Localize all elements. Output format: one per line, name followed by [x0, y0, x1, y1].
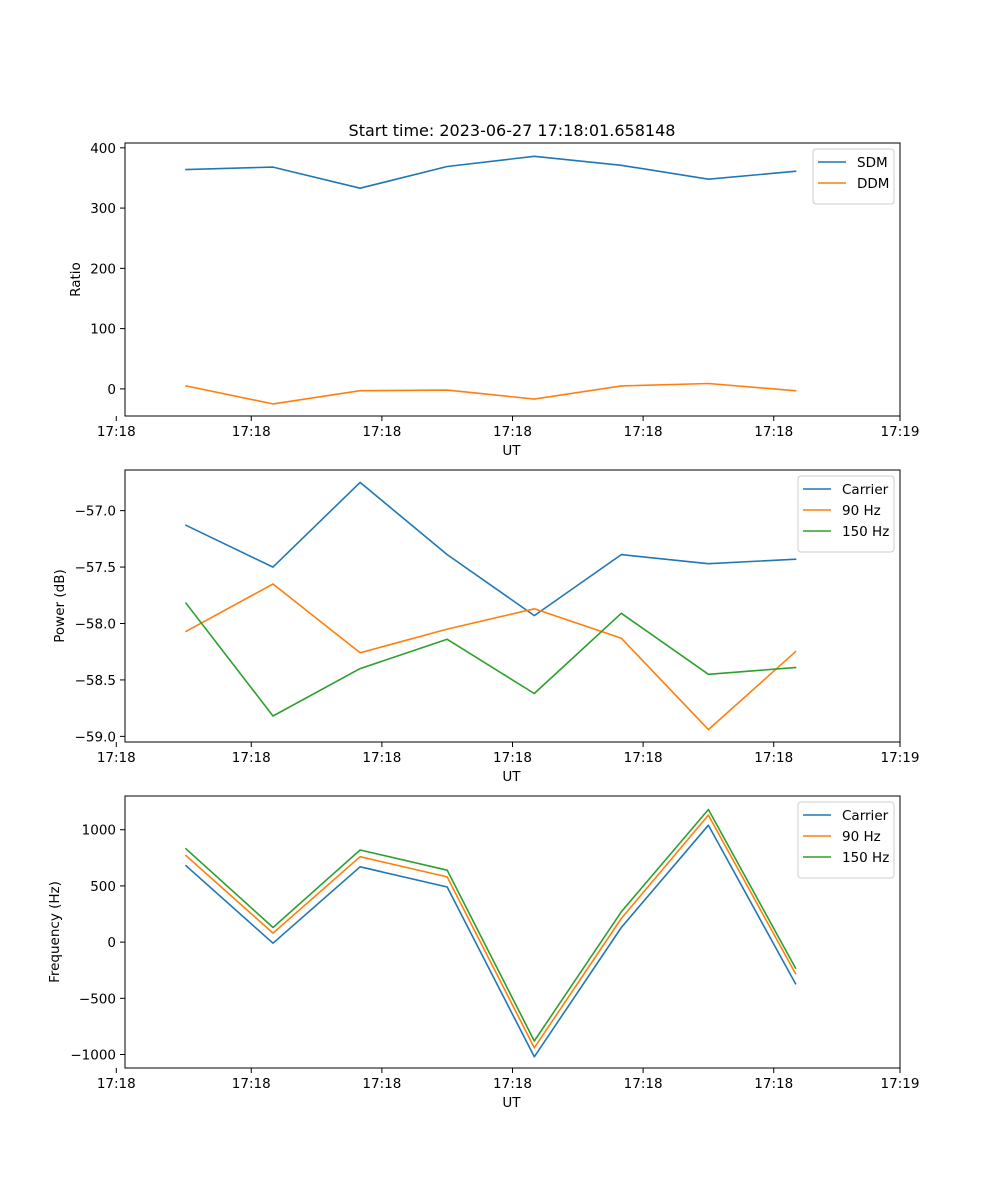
- series-line-ddm: [185, 382, 797, 405]
- y-tick-label: −58.5: [75, 673, 116, 689]
- x-tick-label: 17:18: [624, 750, 663, 766]
- legend-box: [797, 475, 895, 553]
- legend-label: DDM: [857, 176, 889, 192]
- series-line-150-hz: [184, 808, 797, 1042]
- y-tick-label: 400: [90, 141, 116, 157]
- legend-label: 150 Hz: [842, 524, 889, 540]
- y-tick-label: 0: [107, 382, 116, 398]
- y-tick-label: 200: [90, 261, 116, 277]
- x-tick-label: 17:19: [881, 424, 920, 440]
- legend-box: [797, 801, 895, 879]
- legend: Carrier 90 Hz 150 Hz: [797, 801, 895, 879]
- x-tick-label: 17:18: [97, 750, 136, 766]
- y-tick-label: 500: [90, 879, 116, 895]
- chart-panel-3: 17:18 17:18 17:18 17:18 17:18 17:18 17:19 −1000…: [47, 795, 920, 1111]
- x-tick-label: 17:18: [232, 424, 271, 440]
- x-tick-label: 17:18: [232, 1076, 271, 1092]
- series-line-150-hz: [184, 602, 797, 717]
- legend-label: 90 Hz: [842, 503, 881, 519]
- x-axis-label: UT: [502, 1095, 521, 1111]
- series-line-carrier: [184, 824, 797, 1058]
- x-tick-label: 17:18: [493, 424, 532, 440]
- chart-panel-1: 17:18 17:18 17:18 17:18 17:18 17:18 17:19 0 100 2…: [68, 141, 919, 459]
- legend-label: Carrier: [842, 482, 889, 498]
- y-tick-label: −57.5: [75, 560, 116, 576]
- series-line-sdm: [185, 155, 797, 189]
- x-tick-label: 17:18: [754, 750, 793, 766]
- y-tick-label: 0: [107, 935, 116, 951]
- x-axis-label: UT: [502, 443, 521, 459]
- x-axis-label: UT: [502, 769, 521, 785]
- y-tick-label: −500: [79, 991, 116, 1007]
- x-tick-label: 17:18: [624, 1076, 663, 1092]
- x-tick-label: 17:18: [624, 424, 663, 440]
- chart-panels: 17:18 17:18 17:18 17:18 17:18 17:18 17:19 0 100 2…: [47, 141, 919, 1111]
- x-tick-label: 17:18: [754, 424, 793, 440]
- legend-label: Carrier: [842, 808, 889, 824]
- y-tick-label: 300: [90, 201, 116, 217]
- legend-label: 90 Hz: [842, 829, 881, 845]
- figure-title: Start time: 2023-06-27 17:18:01.658148: [349, 121, 676, 140]
- y-axis-label: Power (dB): [52, 569, 68, 642]
- series-line-90-hz: [184, 583, 797, 731]
- x-tick-label: 17:18: [362, 424, 401, 440]
- x-tick-label: 17:19: [881, 750, 920, 766]
- chart-panel-2: 17:18 17:18 17:18 17:18 17:18 17:18 17:19 −59.0…: [52, 469, 920, 785]
- legend: SDM DDM: [812, 148, 895, 205]
- x-tick-label: 17:18: [232, 750, 271, 766]
- x-tick-label: 17:18: [493, 750, 532, 766]
- series-line-carrier: [184, 481, 797, 617]
- x-tick-label: 17:18: [493, 1076, 532, 1092]
- series-line-90-hz: [184, 814, 797, 1049]
- legend: Carrier 90 Hz 150 Hz: [797, 475, 895, 553]
- x-tick-label: 17:18: [362, 1076, 401, 1092]
- y-axis-label: Frequency (Hz): [47, 881, 63, 983]
- y-tick-label: −58.0: [75, 616, 116, 632]
- legend-label: SDM: [857, 155, 888, 171]
- y-tick-label: −57.0: [75, 504, 116, 520]
- y-tick-label: −1000: [70, 1048, 116, 1064]
- x-tick-label: 17:18: [754, 1076, 793, 1092]
- legend-label: 150 Hz: [842, 850, 889, 866]
- y-axis-label: Ratio: [68, 262, 84, 297]
- x-tick-label: 17:19: [881, 1076, 920, 1092]
- y-tick-label: 100: [90, 322, 116, 338]
- y-tick-label: −59.0: [75, 729, 116, 745]
- x-tick-label: 17:18: [97, 1076, 136, 1092]
- x-tick-label: 17:18: [97, 424, 136, 440]
- y-tick-label: 1000: [82, 823, 116, 839]
- x-tick-label: 17:18: [362, 750, 401, 766]
